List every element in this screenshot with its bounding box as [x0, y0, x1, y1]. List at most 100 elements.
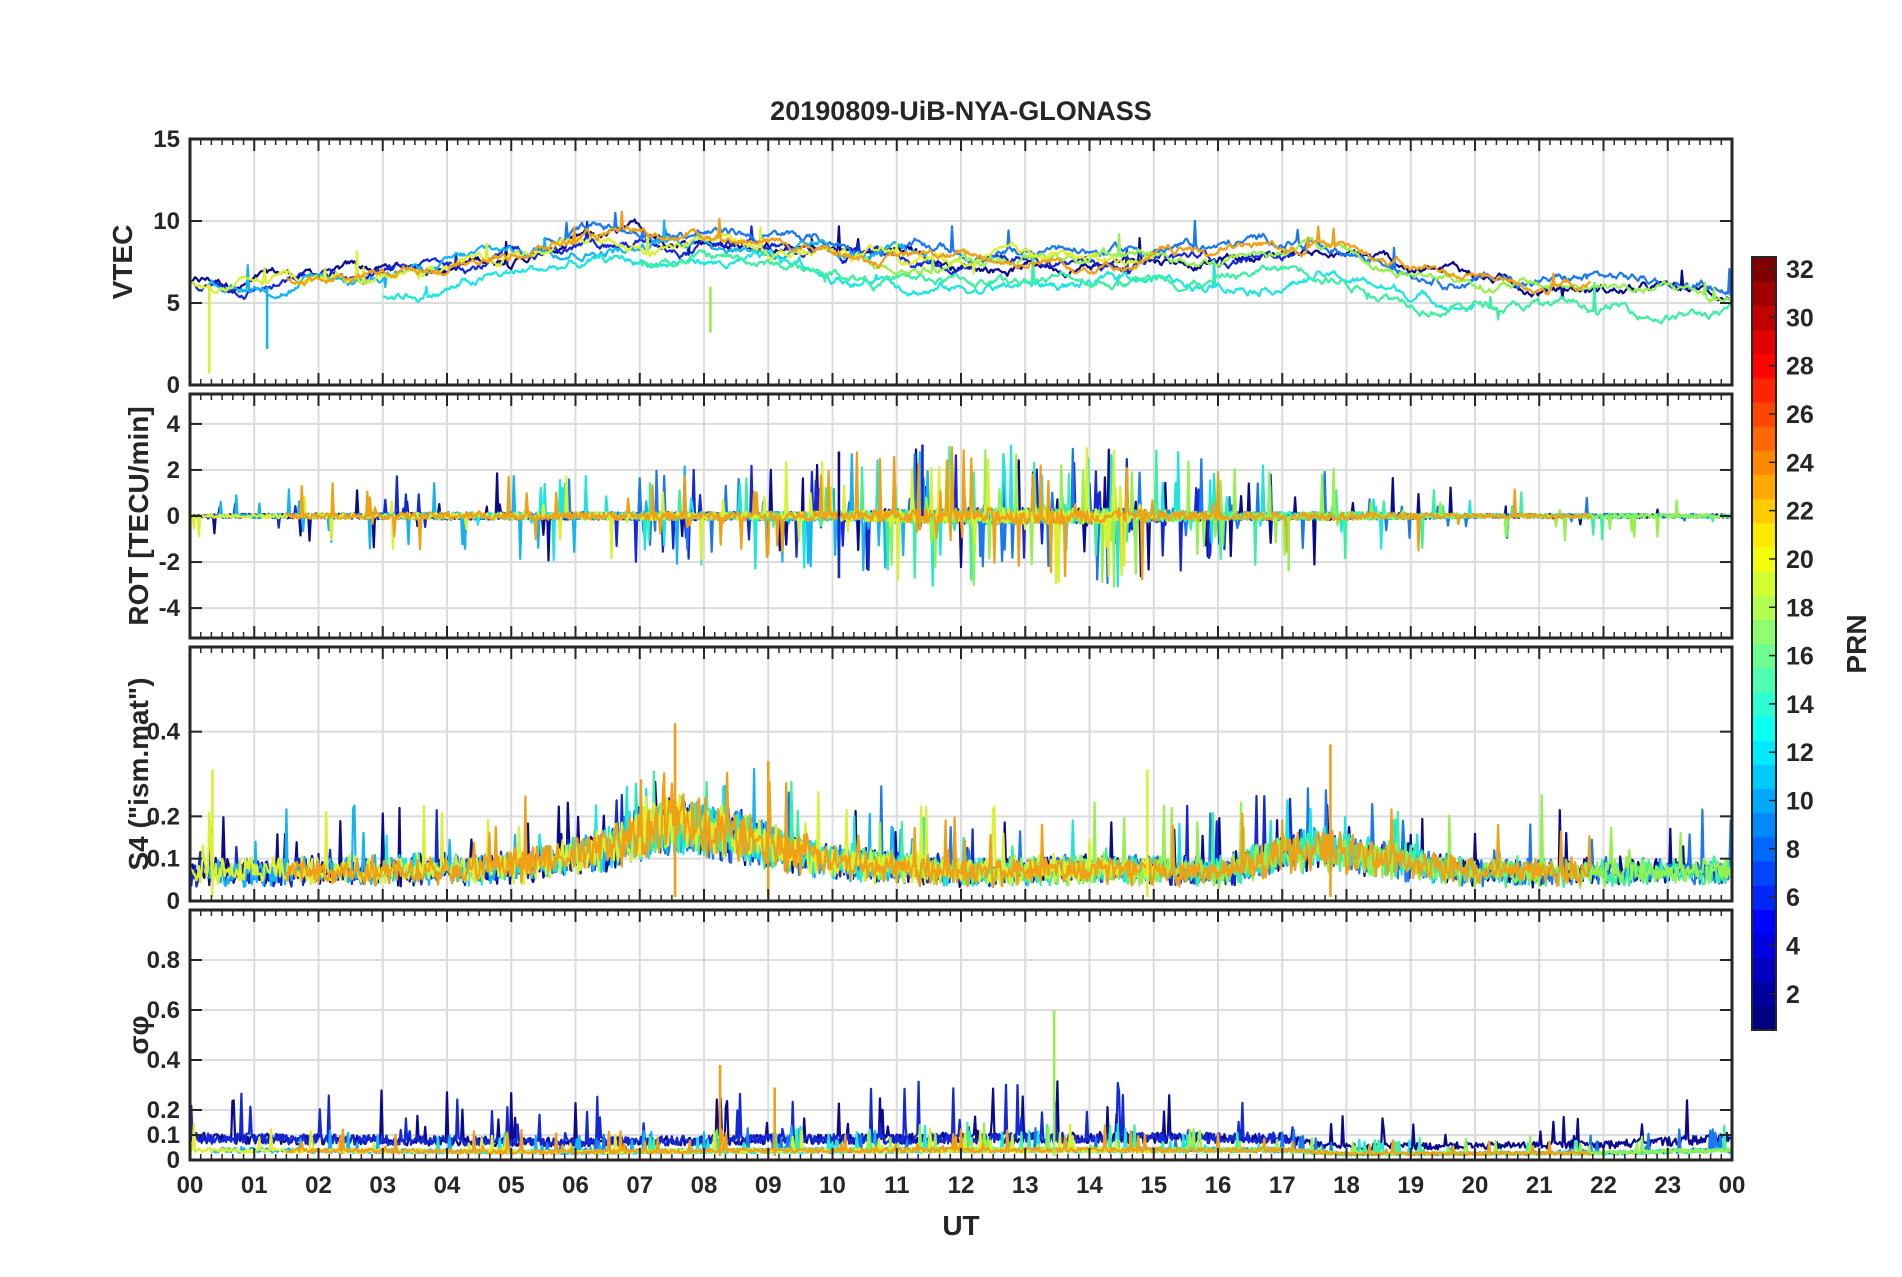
rot-series-22 — [285, 446, 1592, 581]
colorbar-tick-label: 16 — [1786, 643, 1814, 671]
colorbar-segment — [1752, 957, 1776, 983]
y-tick-label-rot: 2 — [167, 457, 180, 484]
x-tick-label: 18 — [1333, 1172, 1360, 1199]
y-axis-label-s4: S4 ("ism.mat") — [123, 677, 154, 870]
x-tick-label: 13 — [1012, 1172, 1039, 1199]
colorbar-segment — [1752, 426, 1776, 451]
x-tick-label: 19 — [1397, 1172, 1424, 1199]
x-tick-label: 01 — [241, 1172, 268, 1199]
y-axis-label-vtec: VTEC — [107, 225, 138, 300]
y-tick-label-sigma: 0.8 — [147, 947, 180, 974]
sigma-series-22 — [286, 1124, 1592, 1157]
colorbar-tick-label: 18 — [1786, 594, 1814, 622]
x-tick-label: 14 — [1076, 1172, 1103, 1199]
y-tick-label-sigma: 0 — [167, 1147, 180, 1174]
colorbar-tick-label: 30 — [1786, 304, 1814, 332]
chart-title: 20190809-UiB-NYA-GLONASS — [770, 96, 1152, 126]
x-tick-label: 07 — [626, 1172, 653, 1199]
colorbar-tick-label: 2 — [1786, 981, 1800, 1009]
colorbar-tick-label: 12 — [1786, 739, 1814, 767]
vtec-series-15 — [638, 249, 1732, 325]
s4-series-22 — [285, 771, 1592, 889]
y-tick-label-rot: 0 — [167, 503, 180, 530]
colorbar-tick-label: 8 — [1786, 836, 1800, 864]
x-tick-label: 05 — [498, 1172, 525, 1199]
s4-series-group — [190, 723, 1732, 897]
colorbar-label: PRN — [1841, 614, 1872, 673]
y-tick-label-s4: 0.4 — [147, 719, 181, 746]
y-axis-label-rot: ROT [TECU/min] — [123, 406, 154, 625]
x-tick-label: 02 — [305, 1172, 332, 1199]
colorbar-segment — [1752, 1005, 1776, 1031]
x-tick-label: 04 — [434, 1172, 461, 1199]
rot-series-group — [190, 444, 1732, 588]
colorbar-segment — [1752, 281, 1776, 306]
colorbar-frame — [1751, 256, 1777, 1031]
colorbar-segment — [1752, 571, 1776, 596]
x-tick-label: 21 — [1526, 1172, 1553, 1199]
y-tick-label-sigma: 0.4 — [147, 1047, 181, 1074]
x-tick-label: 11 — [884, 1172, 909, 1199]
colorbar-segment — [1752, 812, 1776, 838]
colorbar-segment — [1752, 860, 1776, 886]
y-tick-label-s4: 0.2 — [147, 803, 180, 830]
colorbar-tick-label: 24 — [1786, 449, 1814, 477]
x-tick-label: 20 — [1462, 1172, 1489, 1199]
y-tick-label-vtec: 15 — [153, 126, 180, 153]
y-tick-label-vtec: 10 — [153, 208, 180, 235]
x-tick-label: 17 — [1269, 1172, 1296, 1199]
y-tick-label-sigma: 0.6 — [147, 997, 180, 1024]
y-tick-label-vtec: 5 — [167, 290, 180, 317]
x-tick-label: 00 — [1719, 1172, 1746, 1199]
colorbar-tick-label: 32 — [1786, 256, 1814, 284]
x-tick-label: 22 — [1590, 1172, 1617, 1199]
y-tick-label-rot: -4 — [159, 595, 181, 622]
y-axis-label-sigma: σφ — [123, 1015, 154, 1054]
sigma-series-group — [190, 1010, 1732, 1157]
vtec-series-10 — [208, 219, 930, 300]
y-tick-label-rot: -2 — [159, 549, 180, 576]
colorbar-tick-label: 14 — [1786, 691, 1814, 719]
colorbar-segment — [1752, 377, 1776, 403]
colorbar-tick-label: 22 — [1786, 498, 1814, 526]
y-tick-label-sigma: 0.1 — [147, 1122, 180, 1149]
vtec-series-group — [190, 210, 1732, 374]
x-tick-label: 16 — [1205, 1172, 1232, 1199]
colorbar-segment — [1752, 474, 1776, 500]
vtec-series-22 — [286, 210, 1592, 296]
colorbar-segment — [1752, 667, 1776, 693]
x-axis-label: UT — [942, 1210, 979, 1241]
colorbar-segment — [1752, 715, 1776, 741]
y-tick-label-rot: 4 — [167, 411, 181, 438]
x-tick-label: 08 — [691, 1172, 718, 1199]
colorbar-segment — [1752, 909, 1776, 934]
x-tick-label: 03 — [369, 1172, 396, 1199]
colorbar-tick-label: 20 — [1786, 546, 1814, 574]
x-tick-label: 09 — [755, 1172, 782, 1199]
x-tick-label: 12 — [948, 1172, 975, 1199]
colorbar-segment — [1752, 522, 1776, 548]
vtec-series-13 — [382, 249, 1476, 313]
data-layer — [190, 210, 1732, 1157]
x-tick-label: 15 — [1140, 1172, 1167, 1199]
x-tick-label: 23 — [1654, 1172, 1681, 1199]
x-tick-label: 10 — [819, 1172, 846, 1199]
colorbar-segment — [1752, 329, 1776, 355]
colorbar-tick-label: 10 — [1786, 788, 1814, 816]
y-tick-label-sigma: 0.2 — [147, 1097, 180, 1124]
y-tick-label-s4: 0 — [167, 888, 180, 915]
colorbar-tick-label: 28 — [1786, 353, 1814, 381]
x-tick-label: 00 — [177, 1172, 204, 1199]
y-tick-label-vtec: 0 — [167, 372, 180, 399]
colorbar-tick-label: 4 — [1786, 932, 1800, 960]
colorbar-tick-label: 26 — [1786, 401, 1814, 429]
colorbar-tick-label: 6 — [1786, 884, 1800, 912]
colorbar-segment — [1752, 764, 1776, 790]
y-tick-label-s4: 0.1 — [147, 846, 180, 873]
colorbar-segment — [1752, 619, 1776, 645]
x-tick-label: 06 — [562, 1172, 589, 1199]
